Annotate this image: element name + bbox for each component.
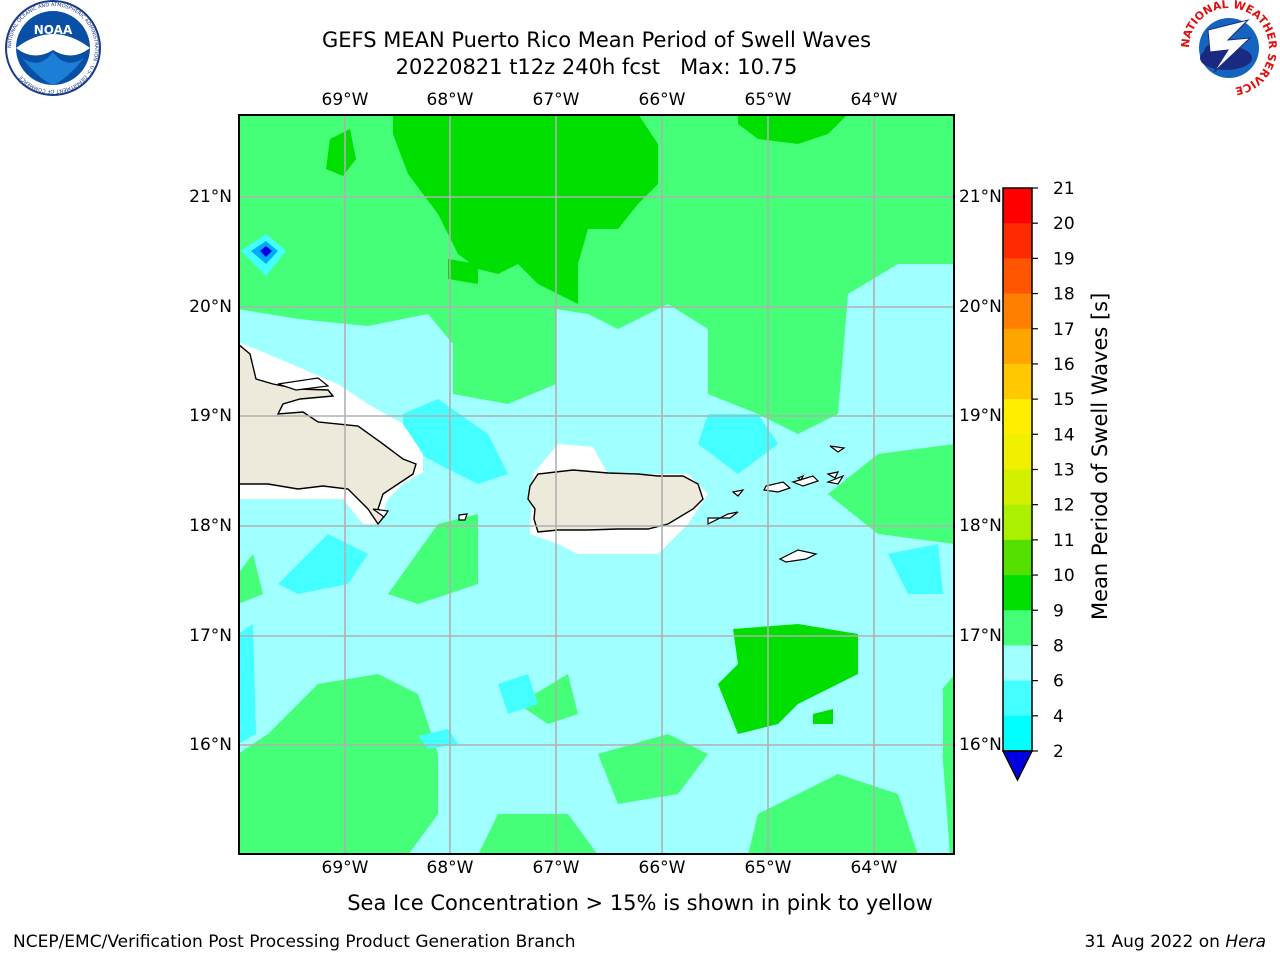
lon-bottom-64: 64°W [850,858,898,878]
colorbar: 21 20 19 18 17 16 15 14 13 12 11 10 9 8 6 4 2 [1001,180,1075,782]
lon-bottom-69: 69°W [321,858,369,878]
colorbar-tick-label-2: 2 [1053,742,1064,762]
lat-right-20: 20°N [959,297,1002,317]
noaa-logo: NOAA NATIONAL OCEANIC AND ATMOSPHERIC AD… [5,0,101,96]
lat-left-19: 19°N [189,406,232,426]
colorbar-segment-2 [1003,258,1032,295]
colorbar-segment-11 [1003,575,1032,611]
footer-date: 31 Aug 2022 on Hera [1084,932,1266,952]
colorbar-segment-14 [1003,680,1032,717]
lat-right-18: 18°N [959,516,1002,536]
map-gridlines [239,115,954,854]
lon-bottom-65: 65°W [744,858,792,878]
puerto-rico-land [527,469,704,533]
colorbar-segment-0 [1003,188,1032,224]
lat-right-16: 16°N [959,735,1002,755]
colorbar-tick-label-12: 12 [1053,496,1075,516]
lat-right-19: 19°N [959,406,1002,426]
colorbar-segment-15 [1003,715,1032,752]
colorbar-segment-8 [1003,469,1032,506]
map-plot [238,114,955,855]
colorbar-tick-label-13: 13 [1053,461,1075,481]
colorbar-extend-arrow [1003,751,1032,780]
footer-host: Hera [1225,932,1266,952]
map-subtitle: 20220821 t12z 240h fcst Max: 10.75 [395,55,798,79]
colorbar-tick-label-15: 15 [1053,390,1075,410]
colorbar-segment-7 [1003,434,1032,470]
lon-bottom-68: 68°W [426,858,474,878]
map-frame [238,114,955,855]
lon-top-67: 67°W [532,90,580,110]
colorbar-tick-label-17: 17 [1053,320,1075,340]
colorbar-segment-5 [1003,363,1032,400]
colorbar-segment-9 [1003,504,1032,541]
lon-top-65: 65°W [744,90,792,110]
colorbar-segment-4 [1003,328,1032,365]
lon-top-66: 66°W [638,90,686,110]
hispaniola-land [239,343,417,526]
lat-right-21: 21°N [959,187,1002,207]
colorbar-segment-13 [1003,645,1032,682]
colorbar-segment-3 [1003,293,1032,330]
colorbar-tick-label-16: 16 [1053,355,1075,375]
lat-left-17: 17°N [189,626,232,646]
colorbar-tick-label-20: 20 [1053,214,1075,234]
swell-10-11-area [393,115,658,304]
footer-date-text: 31 Aug 2022 on [1084,932,1226,952]
lon-top-68: 68°W [426,90,474,110]
map-title: GEFS MEAN Puerto Rico Mean Period of Swe… [321,28,872,52]
colorbar-tick-label-8: 8 [1053,636,1064,656]
colorbar-tick-label-10: 10 [1053,566,1075,586]
lat-left-20: 20°N [189,297,232,317]
colorbar-tick-label-9: 9 [1053,601,1064,621]
colorbar-tick-label-6: 6 [1053,672,1064,692]
colorbar-label: Mean Period of Swell Waves [s] [1088,292,1112,620]
lat-right-17: 17°N [959,626,1002,646]
colorbar-tick-label-4: 4 [1053,707,1064,727]
colorbar-tick-label-14: 14 [1053,425,1075,445]
noaa-logo-text: NOAA [34,23,73,37]
colorbar-segment-6 [1003,399,1032,435]
lat-left-18: 18°N [189,516,232,536]
lon-bottom-66: 66°W [638,858,686,878]
colorbar-tick-label-11: 11 [1053,531,1075,551]
lat-left-21: 21°N [189,187,232,207]
lon-bottom-67: 67°W [532,858,580,878]
colorbar-segment-1 [1003,223,1032,259]
colorbar-segment-10 [1003,539,1032,576]
colorbar-tick-label-21: 21 [1053,180,1075,199]
footer-branch: NCEP/EMC/Verification Post Processing Pr… [13,932,576,952]
colorbar-tick-label-18: 18 [1053,285,1075,305]
lon-top-69: 69°W [321,90,369,110]
sea-ice-caption: Sea Ice Concentration > 15% is shown in … [347,891,933,915]
colorbar-tick-label-19: 19 [1053,249,1075,269]
lat-left-16: 16°N [189,735,232,755]
nws-logo: NATIONAL WEATHER SERVICE [1179,0,1279,97]
lon-top-64: 64°W [850,90,898,110]
colorbar-segment-12 [1003,610,1032,646]
